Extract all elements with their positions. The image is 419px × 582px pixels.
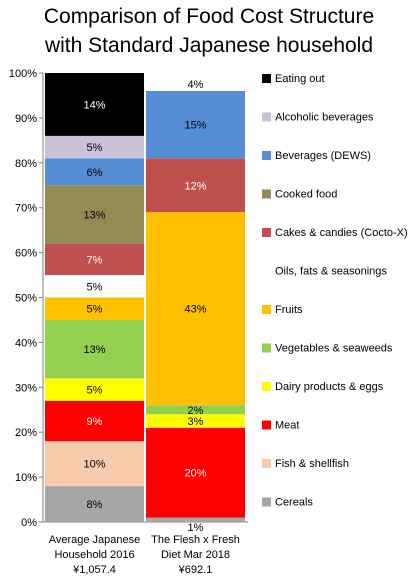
data-label: 6% <box>87 167 103 179</box>
x-category-label: ¥1,057.4 <box>72 564 116 576</box>
data-label: 5% <box>87 304 103 316</box>
y-tick-label: 60% <box>15 248 37 260</box>
legend-label: Fruits <box>275 304 303 316</box>
data-label: 3% <box>188 416 204 428</box>
bar-segment <box>45 400 144 442</box>
data-label: 13% <box>83 209 105 221</box>
legend-label: Eating out <box>275 73 325 85</box>
y-tick-label: 90% <box>15 113 37 125</box>
legend-label: Vegetables & seaweeds <box>275 343 393 355</box>
bar-segment <box>45 319 144 379</box>
y-tick-label: 50% <box>15 293 37 305</box>
y-tick-label: 40% <box>15 337 37 349</box>
legend: Eating out Alcoholic beverages Beverages (… <box>262 73 408 509</box>
legend-swatch <box>262 420 271 430</box>
y-tick-label: 100% <box>9 68 37 80</box>
data-label: 8% <box>87 499 103 511</box>
y-tick-label: 20% <box>15 427 37 439</box>
data-label: 5% <box>87 385 103 397</box>
bar-segment <box>45 378 144 401</box>
legend-label: Meat <box>275 420 299 432</box>
legend-label: Cooked food <box>275 189 337 201</box>
legend-swatch <box>262 112 271 122</box>
bar-stacks: 8% 10% 9% 5% 13% 5% 5% 7% 13% 6% 5% 14% 1% 20% 3%2% 43%… <box>45 73 245 534</box>
bar-segment <box>45 158 144 186</box>
legend-label: Cakes & candies (Cocto-X) <box>275 227 408 239</box>
x-category-label: Household 2016 <box>54 549 134 561</box>
chart-title-line: with Standard Japanese household <box>44 34 373 57</box>
data-label: 12% <box>184 180 206 192</box>
bar-segment <box>45 73 144 136</box>
legend-swatch <box>262 305 271 314</box>
bar-segment <box>146 414 245 428</box>
data-label: 20% <box>184 468 206 480</box>
data-label: 4% <box>188 79 204 91</box>
x-category-label: ¥692.1 <box>178 564 213 576</box>
y-tick-label: 70% <box>15 203 37 215</box>
data-label: 10% <box>83 459 105 471</box>
bar-segment <box>146 427 245 518</box>
legend-swatch <box>262 343 271 353</box>
legend-swatch <box>262 189 271 199</box>
bar-segment <box>45 243 144 276</box>
bar-segment <box>146 90 245 159</box>
data-label: 14% <box>83 99 105 111</box>
data-label: 43% <box>184 304 206 316</box>
y-axis: 0% 10% 20% 30% 40% 50% 60% 70% 80% 90% 100% <box>9 68 248 529</box>
legend-swatch <box>262 497 271 507</box>
bar-segment <box>146 158 245 213</box>
bar-segment <box>45 486 144 522</box>
data-label: 13% <box>83 344 105 356</box>
data-label: 15% <box>184 120 206 132</box>
legend-label: Fish & shellfish <box>275 458 349 470</box>
chart-title: Comparison of Food Cost Structure with St… <box>44 5 374 57</box>
legend-swatch <box>262 382 271 391</box>
y-tick-label: 30% <box>15 382 37 394</box>
y-tick-label: 10% <box>15 472 37 484</box>
data-label: 1% <box>188 522 204 534</box>
legend-swatch <box>262 74 271 83</box>
data-label: 2% <box>188 405 204 417</box>
bar-segment <box>146 405 245 415</box>
x-category-label: Diet Mar 2018 <box>161 549 230 561</box>
bar-segment <box>146 212 245 406</box>
legend-swatch <box>262 459 271 468</box>
legend-label: Cereals <box>275 497 313 509</box>
legend-label: Oils, fats & seasonings <box>275 266 387 278</box>
legend-label: Beverages (DEWS) <box>275 150 371 162</box>
bar-segment <box>45 135 144 159</box>
chart-title-line: Comparison of Food Cost Structure <box>44 5 374 28</box>
legend-label: Alcoholic beverages <box>275 112 374 124</box>
data-label: 5% <box>87 142 103 154</box>
legend-label: Dairy products & eggs <box>275 381 384 393</box>
y-tick-label: 0% <box>21 517 37 529</box>
bar-segment <box>45 185 144 244</box>
legend-swatch <box>262 151 271 160</box>
data-label: 9% <box>87 416 103 428</box>
bar-segment <box>45 441 144 487</box>
x-category-label: The Flesh x Fresh <box>151 534 240 546</box>
bar-segment <box>45 275 144 298</box>
data-label: 7% <box>87 254 103 266</box>
legend-swatch <box>262 228 271 237</box>
bar-segment <box>45 297 144 320</box>
bar-segment <box>146 517 245 522</box>
data-label: 5% <box>87 281 103 293</box>
x-axis-labels: Average Japanese Household 2016 ¥1,057.4 Th… <box>49 534 240 576</box>
y-tick-label: 80% <box>15 158 37 170</box>
x-category-label: Average Japanese <box>49 534 141 546</box>
